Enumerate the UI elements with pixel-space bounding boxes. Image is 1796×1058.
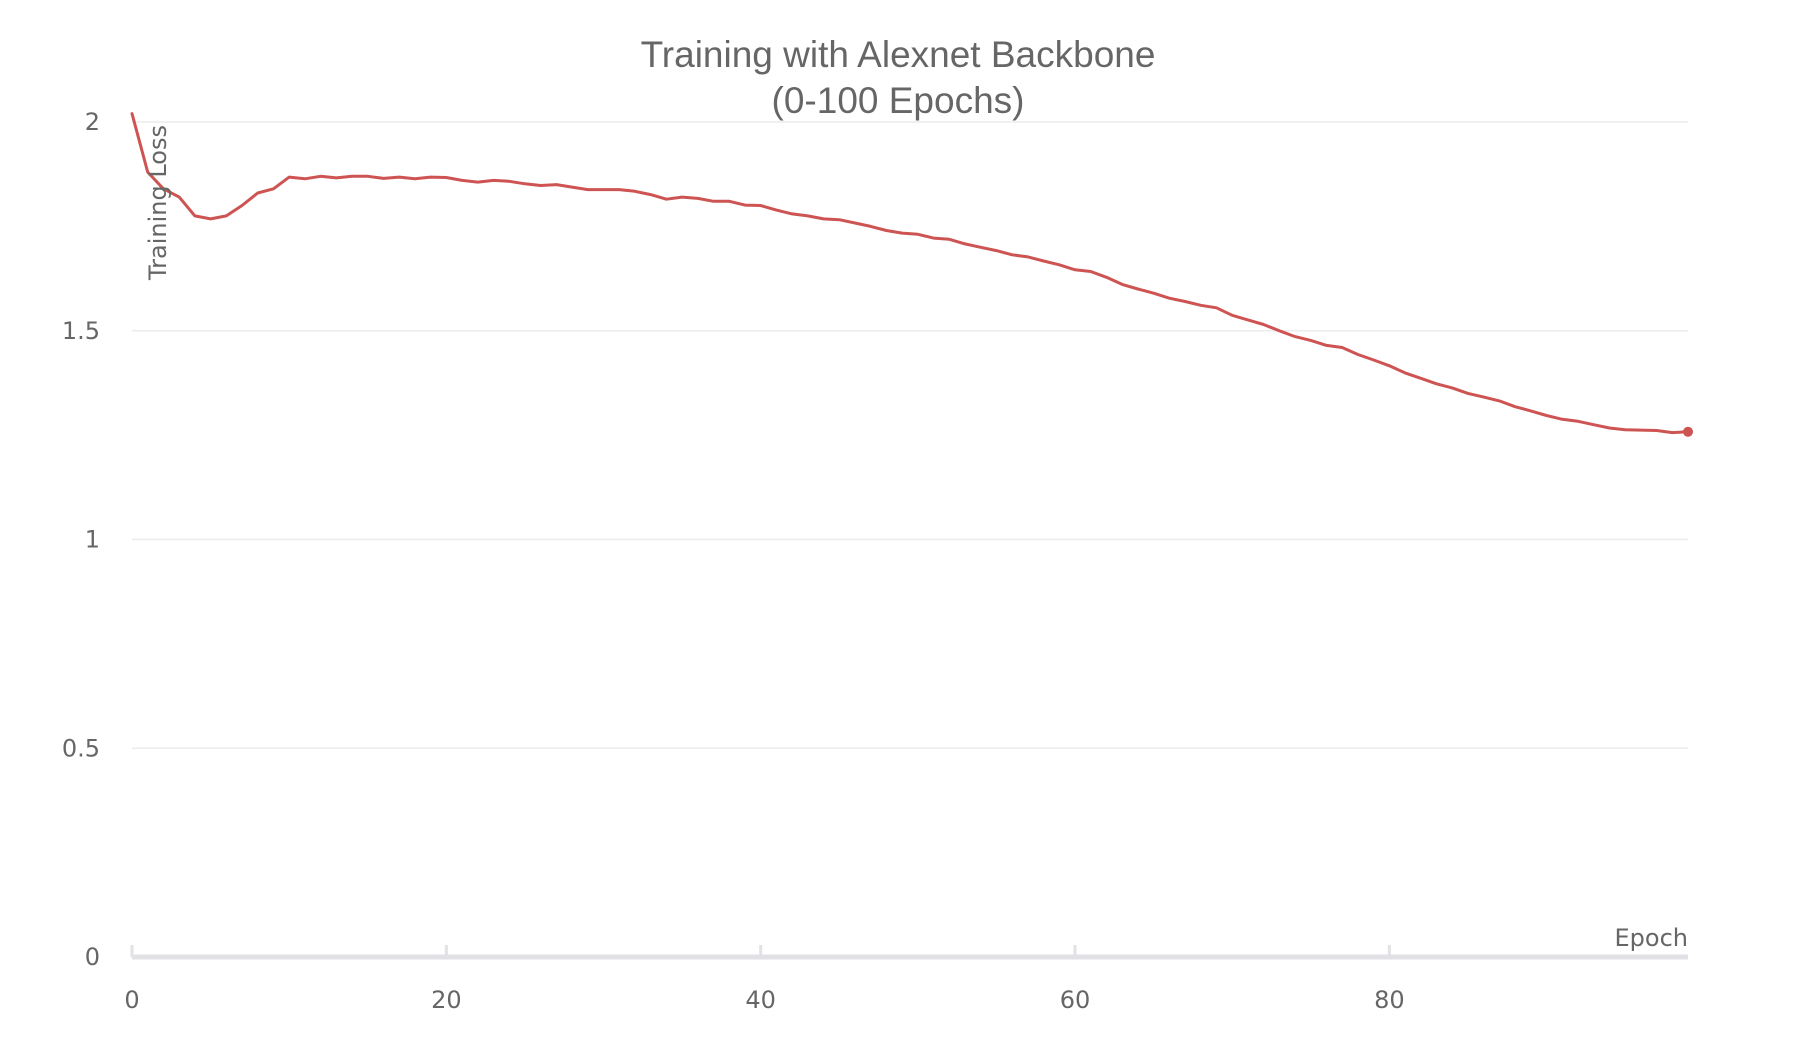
y-tick-label: 0 <box>85 943 100 971</box>
y-axis-ticks: 0 0.5 1 1.5 2 <box>62 108 100 971</box>
grid-lines <box>132 121 1688 749</box>
x-axis-ticks: 0 20 40 60 80 <box>124 945 1405 1014</box>
y-tick-label: 1.5 <box>62 317 100 345</box>
y-tick-label: 0.5 <box>62 734 100 762</box>
series-layer <box>130 112 1693 437</box>
chart-title: Training with Alexnet Backbone <box>641 34 1156 75</box>
series-end-point <box>1683 426 1693 437</box>
series-line <box>130 112 1690 435</box>
chart-subtitle: (0-100 Epochs) <box>772 80 1025 121</box>
y-axis-label: Training Loss <box>144 125 172 281</box>
x-tick-label: 20 <box>431 986 462 1014</box>
x-tick-label: 0 <box>124 986 139 1014</box>
y-tick-label: 2 <box>85 108 100 136</box>
y-tick-label: 1 <box>85 526 100 554</box>
x-tick-label: 60 <box>1060 986 1091 1014</box>
x-tick-label: 80 <box>1374 986 1405 1014</box>
x-tick-label: 40 <box>745 986 776 1014</box>
x-axis-label: Epoch <box>1615 924 1689 952</box>
